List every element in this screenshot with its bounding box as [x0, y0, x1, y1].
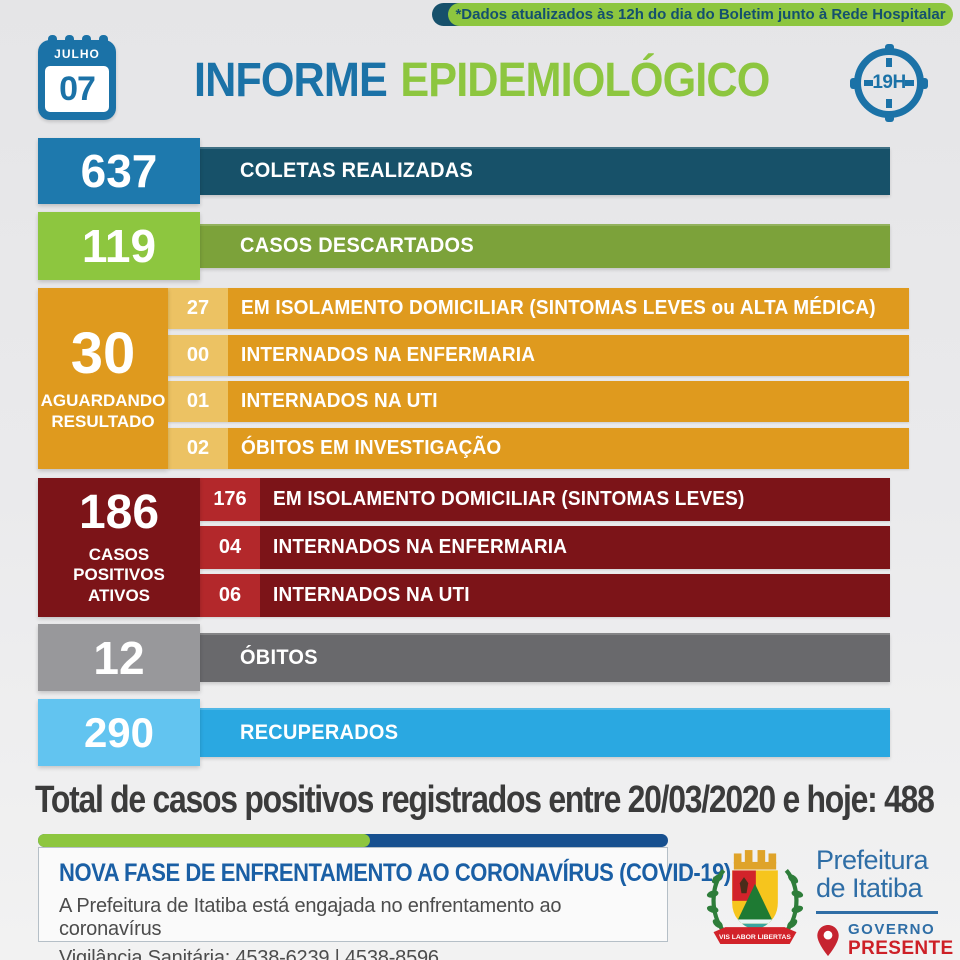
- stat-bar: ÓBITOS: [200, 633, 890, 682]
- stat-value: 30: [70, 321, 136, 387]
- subrow-label-text: INTERNADOS NA UTI: [241, 390, 438, 413]
- calendar-day: 07: [59, 69, 96, 108]
- subrow-label: EM ISOLAMENTO DOMICILIAR (SINTOMAS LEVES…: [228, 288, 910, 329]
- stat-label: COLETAS REALIZADAS: [240, 159, 474, 182]
- stat-group-aguardando: 30 AGUARDANDO RESULTADO 27 EM ISOLAMENTO…: [38, 288, 910, 469]
- page-title: INFORME EPIDEMIOLÓGICO: [120, 48, 844, 112]
- stat-bar: RECUPERADOS: [200, 708, 890, 757]
- clock-tick: [886, 99, 892, 108]
- calendar-day-panel: 07: [45, 66, 109, 112]
- stat-value: 637: [38, 138, 200, 204]
- clock-tick: [864, 80, 873, 86]
- group-summary: 186 CASOS POSITIVOS ATIVOS: [38, 478, 200, 617]
- stat-row-descartados: CASOS DESCARTADOS 119: [38, 212, 890, 280]
- city-crest-icon: VIS LABOR LIBERTAS: [706, 850, 804, 944]
- group-subrow: 01 INTERNADOS NA UTI: [168, 381, 910, 423]
- top-note: *Dados atualizados às 12h do dia do Bole…: [448, 3, 953, 26]
- clock-nub: [885, 115, 894, 122]
- org-name-line2: de Itatiba: [816, 873, 923, 904]
- subrow-label-text: EM ISOLAMENTO DOMICILIAR (SINTOMAS LEVES…: [241, 297, 876, 319]
- footer-heading: NOVA FASE DE ENFRENTAMENTO AO CORONAVÍRU…: [59, 859, 731, 887]
- subrow-value: 02: [168, 427, 228, 469]
- subrow-label: ÓBITOS EM INVESTIGAÇÃO: [228, 427, 910, 469]
- subrow-label: INTERNADOS NA UTI: [228, 381, 910, 423]
- stat-label: CASOS DESCARTADOS: [240, 234, 474, 257]
- report-time-badge: 19H: [872, 72, 906, 93]
- footer-line-2: Vigilância Sanitária: 4538-6239 | 4538-8…: [59, 947, 439, 960]
- clock-ring: [854, 48, 924, 118]
- group-subrow: 00 INTERNADOS NA ENFERMARIA: [168, 334, 910, 376]
- subrow-value: 27: [168, 288, 228, 329]
- location-pin-icon: [817, 924, 839, 956]
- stat-value: 12: [38, 624, 200, 691]
- subrow-label: INTERNADOS NA ENFERMARIA: [228, 334, 910, 376]
- clock-nub: [921, 78, 928, 89]
- clock-nub: [885, 44, 894, 51]
- title-word-informe: INFORME: [194, 53, 388, 107]
- clock-tick: [905, 80, 914, 86]
- clock-nub: [850, 78, 857, 89]
- subrow-value: 00: [168, 334, 228, 376]
- stat-label: CASOS POSITIVOS ATIVOS: [73, 544, 165, 605]
- footer-line-1: A Prefeitura de Itatiba está engajada no…: [59, 895, 562, 940]
- group-subrow: 176 EM ISOLAMENTO DOMICILIAR (SINTOMAS L…: [200, 478, 890, 521]
- group-subrow: 27 EM ISOLAMENTO DOMICILIAR (SINTOMAS LE…: [168, 288, 910, 329]
- city-hall-logo: VIS LABOR LIBERTAS Prefeitura de Itatiba…: [700, 842, 953, 959]
- calendar-ring-icon: [48, 35, 57, 45]
- stat-label: AGUARDANDO RESULTADO: [40, 391, 166, 431]
- stat-label: RECUPERADOS: [240, 720, 399, 744]
- stat-bar: CASOS DESCARTADOS: [200, 224, 890, 268]
- group-subrow: 06 INTERNADOS NA UTI: [200, 574, 890, 617]
- presente-label: PRESENTE: [848, 937, 954, 959]
- calendar-month: JULHO: [54, 47, 100, 61]
- stat-bar: COLETAS REALIZADAS: [200, 147, 890, 195]
- subrow-label: EM ISOLAMENTO DOMICILIAR (SINTOMAS LEVES…: [260, 478, 890, 521]
- subrow-label-text: EM ISOLAMENTO DOMICILIAR (SINTOMAS LEVES…: [273, 488, 745, 510]
- stat-value: 119: [38, 212, 200, 280]
- group-subrow: 02 ÓBITOS EM INVESTIGAÇÃO: [168, 427, 910, 469]
- subrow-value: 06: [200, 574, 260, 617]
- title-word-epidemiologico: EPIDEMIOLÓGICO: [400, 53, 771, 107]
- calendar-icon: JULHO 07: [38, 35, 116, 120]
- total-cases-line: Total de casos positivos registrados ent…: [35, 779, 935, 821]
- org-name-line1: Prefeitura: [816, 845, 929, 875]
- stat-row-obitos: ÓBITOS 12: [38, 624, 890, 691]
- stat-label: ÓBITOS: [240, 645, 318, 669]
- clock-icon: 19H: [850, 44, 928, 122]
- subrow-label: INTERNADOS NA UTI: [260, 574, 890, 617]
- footer-accent-bar: [38, 834, 668, 847]
- calendar-ring-icon: [82, 35, 91, 45]
- subrow-label-text: ÓBITOS EM INVESTIGAÇÃO: [241, 436, 502, 459]
- group-summary: 30 AGUARDANDO RESULTADO: [38, 288, 168, 469]
- stat-group-positivos: 186 CASOS POSITIVOS ATIVOS 176 EM ISOLAM…: [38, 478, 890, 617]
- stat-value: 186: [78, 485, 160, 539]
- subrow-label: INTERNADOS NA ENFERMARIA: [260, 526, 890, 569]
- subrow-value: 04: [200, 526, 260, 569]
- calendar-ring-icon: [99, 35, 108, 45]
- subrow-value: 176: [200, 478, 260, 521]
- stat-value: 290: [38, 699, 200, 766]
- logo-divider: [816, 910, 938, 914]
- subrow-label-text: INTERNADOS NA ENFERMARIA: [273, 536, 568, 558]
- footer-accent-green: [38, 834, 370, 847]
- stat-row-coletas: COLETAS REALIZADAS 637: [38, 138, 890, 204]
- stat-row-recuperados: RECUPERADOS 290: [38, 699, 890, 766]
- subrow-label-text: INTERNADOS NA UTI: [273, 584, 470, 606]
- clock-tick: [886, 58, 892, 67]
- subrow-label-text: INTERNADOS NA ENFERMARIA: [241, 343, 536, 366]
- calendar-ring-icon: [65, 35, 74, 45]
- governo-label: GOVERNO: [848, 920, 936, 938]
- crest-ribbon-motto: VIS LABOR LIBERTAS: [719, 934, 791, 941]
- footer-info-box: NOVA FASE DE ENFRENTAMENTO AO CORONAVÍRU…: [38, 847, 731, 960]
- group-subrow: 04 INTERNADOS NA ENFERMARIA: [200, 526, 890, 569]
- org-name: Prefeitura de Itatiba: [816, 846, 954, 903]
- subrow-value: 01: [168, 381, 228, 423]
